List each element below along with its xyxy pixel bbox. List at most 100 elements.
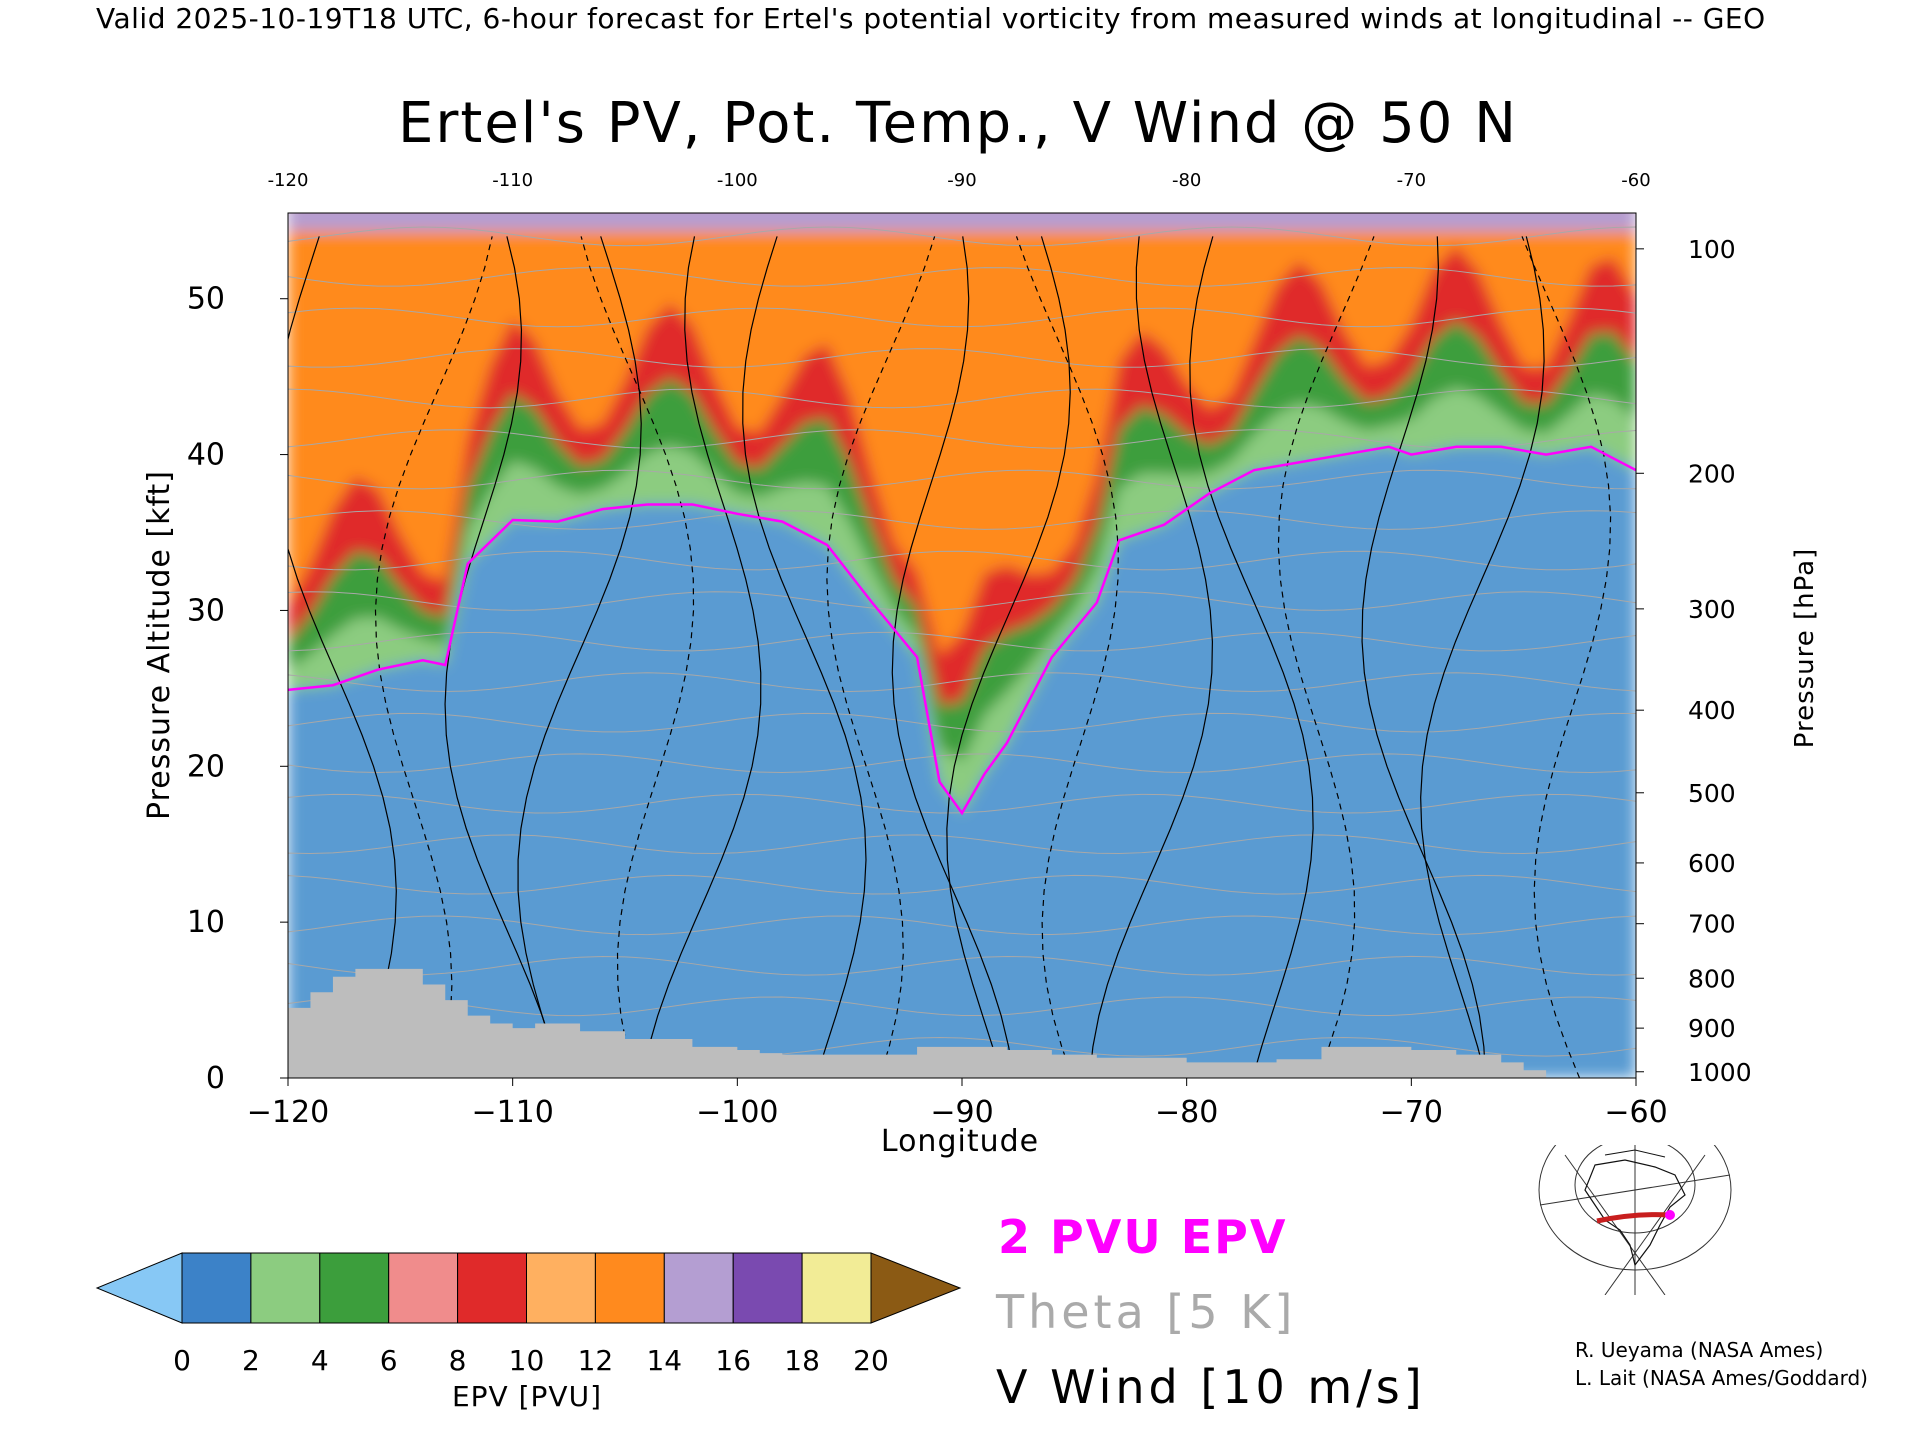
pressure-tick-label: 700 [1688, 910, 1736, 939]
colorbar-tick-label: 14 [646, 1344, 682, 1377]
v-wind-contour [641, 236, 762, 1078]
colorbar-tick-label: 0 [173, 1344, 191, 1377]
colorbar-under-arrow [95, 1252, 183, 1324]
colorbar-tick-label: 20 [853, 1344, 889, 1377]
pressure-tick-label: 400 [1688, 696, 1736, 725]
x-top-tick-label: -60 [1621, 170, 1650, 191]
theta-contour [288, 834, 1636, 855]
theta-contour [288, 996, 1636, 1017]
y-tick-label: 50 [187, 282, 225, 317]
x-axis-label: Longitude [881, 1124, 1039, 1159]
x-top-tick-label: -110 [492, 170, 533, 191]
legend-item-tropopause: 2 PVU EPV [998, 1210, 1287, 1264]
colorbar-swatch [319, 1252, 390, 1324]
v-wind-contour [946, 236, 1071, 1078]
v-wind-contour [891, 236, 1015, 1078]
pressure-tick-label: 1000 [1688, 1058, 1752, 1087]
colorbar-tick-label: 2 [242, 1344, 260, 1377]
colorbar-swatch [663, 1252, 734, 1324]
pressure-axis-label: Pressure [hPa] [1790, 548, 1820, 749]
theta-contour [288, 915, 1636, 936]
theta-contour [288, 429, 1636, 449]
y-axis-label: Pressure Altitude [kft] [142, 470, 177, 820]
north-america-map-icon [1538, 1145, 1732, 1295]
theta-contour [288, 753, 1636, 774]
pv-shading [288, 213, 1636, 1078]
x-tick-label: −120 [247, 1095, 329, 1130]
v-wind-contour [742, 236, 867, 1078]
colorbar-swatch [801, 1252, 872, 1324]
v-wind-contour [1089, 236, 1214, 1078]
legend: 2 PVU EPV Theta [5 K] V Wind [10 m/s] [995, 1210, 1426, 1414]
v-wind-contour [1420, 236, 1545, 1078]
v-wind-contour [517, 236, 642, 1078]
theta-contour [288, 267, 1636, 287]
x-top-tick-label: -120 [268, 170, 309, 191]
theta-contour [288, 712, 1636, 733]
theta-contours [288, 226, 1636, 1057]
x-top-tick-label: -70 [1397, 170, 1426, 191]
x-axis: −120 −110 −100 −90 −80 −70 −60 [247, 1078, 1668, 1130]
y-tick-label: 20 [187, 749, 225, 784]
y-tick-label: 40 [187, 438, 225, 473]
theta-contour [288, 874, 1636, 895]
legend-item-wind: V Wind [10 m/s] [996, 1360, 1426, 1414]
x-tick-label: −60 [1604, 1095, 1667, 1130]
plot-area [288, 213, 1636, 1078]
theta-contour [288, 348, 1636, 368]
legend-item-theta: Theta [5 K] [995, 1285, 1296, 1339]
pressure-tick-label: 800 [1688, 964, 1736, 993]
v-wind-contour [1521, 236, 1612, 1078]
theta-contour [288, 307, 1636, 328]
chart-title: Ertel's PV, Pot. Temp., V Wind @ 50 N [398, 91, 1518, 156]
x-tick-label: −100 [696, 1095, 778, 1130]
colorbar-tick-label: 12 [578, 1344, 614, 1377]
y-axis: 0 10 20 30 40 50 [187, 282, 288, 1096]
v-wind-contour [288, 236, 397, 1078]
colorbar-over-arrow [870, 1252, 962, 1324]
pressure-tick-label: 300 [1688, 595, 1736, 624]
x-top-tick-label: -100 [717, 170, 758, 191]
y-tick-label: 0 [206, 1061, 225, 1096]
v-wind-contour [374, 236, 493, 1078]
credit-line-1: R. Ueyama (NASA Ames) [1575, 1338, 1824, 1362]
x-tick-label: −70 [1380, 1095, 1443, 1130]
x-top-tick-label: -80 [1172, 170, 1201, 191]
header-title: Valid 2025-10-19T18 UTC, 6-hour forecast… [96, 2, 1766, 35]
credit-line-2: L. Lait (NASA Ames/Goddard) [1575, 1366, 1868, 1390]
colorbar: 0 2 4 6 8 10 12 14 16 18 20 [95, 1252, 962, 1377]
tropopause-2pvu-line [288, 445, 1636, 816]
colorbar-tick-label: 6 [380, 1344, 398, 1377]
theta-contour [288, 510, 1636, 530]
x-axis-top: -120 -110 -100 -90 -80 -70 -60 [268, 170, 1651, 191]
pressure-tick-label: 200 [1688, 459, 1736, 488]
colorbar-label: EPV [PVU] [452, 1380, 602, 1413]
v-wind-contour [1189, 236, 1314, 1078]
v-wind-contours [288, 236, 1612, 1078]
x-tick-label: −90 [930, 1095, 993, 1130]
page-header: Valid 2025-10-19T18 UTC, 6-hour forecast… [0, 0, 1920, 40]
pressure-tick-label: 500 [1688, 779, 1736, 808]
colorbar-tick-label: 10 [509, 1344, 545, 1377]
v-wind-contour [826, 236, 936, 1078]
pv-band [288, 213, 1636, 655]
theta-contour [288, 550, 1636, 571]
colorbar-swatch [388, 1252, 459, 1324]
colorbar-swatch [526, 1252, 596, 1324]
pressure-tick-label: 900 [1688, 1014, 1736, 1043]
v-wind-contour [1015, 236, 1119, 1078]
x-tick-label: −110 [471, 1095, 553, 1130]
y-tick-label: 10 [187, 905, 225, 940]
theta-contour [288, 226, 1636, 247]
terrain-mask [288, 968, 1547, 1078]
credits: R. Ueyama (NASA Ames) L. Lait (NASA Ames… [1575, 1336, 1868, 1392]
pressure-tick-label: 600 [1688, 849, 1736, 878]
colorbar-tick-label: 8 [449, 1344, 467, 1377]
theta-contour [288, 631, 1636, 652]
v-wind-contour [444, 236, 561, 1078]
colorbar-tick-label: 18 [784, 1344, 820, 1377]
x-top-tick-label: -90 [947, 170, 976, 191]
pv-band-top [288, 213, 1636, 231]
theta-contour [288, 955, 1636, 976]
